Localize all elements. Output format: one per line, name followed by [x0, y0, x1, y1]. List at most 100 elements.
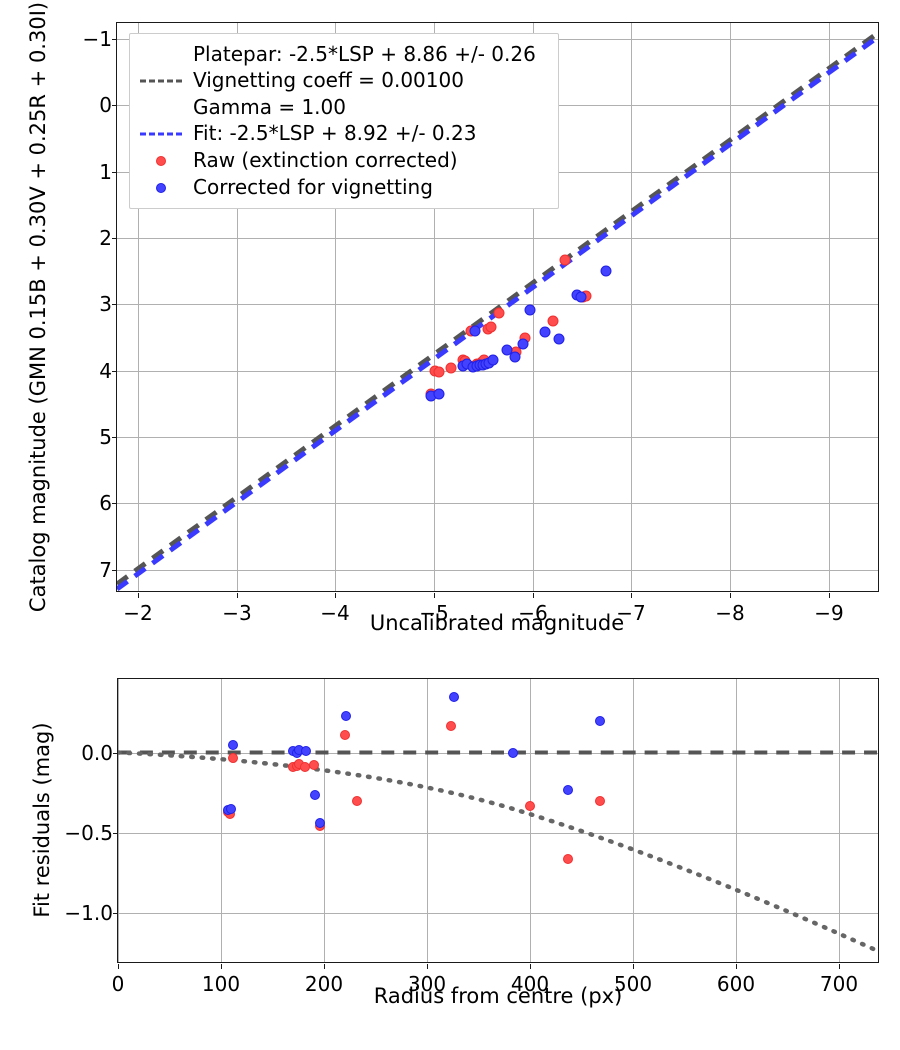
legend-label-fit: Fit: -2.5*LSP + 8.92 +/- 0.23: [193, 121, 477, 146]
top-yaxis-title: Catalog magnitude (GMN 0.15B + 0.30V + 0…: [26, 1, 50, 613]
gridline-horizontal: [117, 503, 878, 504]
ytick-label: 5: [99, 425, 112, 449]
gridline-horizontal: [117, 371, 878, 372]
data-point-raw: [547, 315, 559, 327]
xtick-mark: [530, 964, 532, 969]
data-point-corrected: [539, 326, 551, 338]
gridline-vertical: [427, 679, 428, 962]
xtick-label: 600: [716, 972, 756, 996]
top-plot-area: [117, 23, 878, 591]
gridline-vertical: [335, 23, 336, 591]
residual-point-raw: [340, 730, 350, 740]
xtick-label: 200: [304, 972, 344, 996]
red-dot-icon: [138, 151, 184, 171]
ytick-mark: [112, 570, 117, 572]
xtick-label: −6: [518, 601, 548, 625]
residual-point-corrected: [563, 785, 573, 795]
residual-point-corrected: [228, 740, 238, 750]
legend-entry-platepar: Platepar: -2.5*LSP + 8.86 +/- 0.26 Vigne…: [138, 41, 548, 120]
legend-label-raw: Raw (extinction corrected): [193, 148, 458, 173]
gridline-vertical: [434, 23, 435, 591]
data-point-corrected: [487, 354, 499, 366]
ytick-mark: [112, 172, 117, 174]
gridline-vertical: [631, 23, 632, 591]
residual-point-corrected: [301, 746, 311, 756]
data-point-raw: [433, 366, 445, 378]
ytick-mark: [113, 753, 118, 755]
photometric-calibration-plot: Platepar: -2.5*LSP + 8.86 +/- 0.26 Vigne…: [83, 22, 879, 623]
residual-point-corrected: [226, 804, 236, 814]
gridline-vertical: [633, 679, 634, 962]
ytick-label: 0.0: [81, 741, 113, 765]
gridline-vertical: [221, 679, 222, 962]
ytick-mark: [112, 437, 117, 439]
xtick-mark: [237, 593, 239, 598]
blue-dot-icon: [138, 178, 184, 198]
gridline-horizontal: [117, 238, 878, 239]
gridline-horizontal: [118, 913, 878, 914]
dashed-line-blue-icon: [138, 124, 184, 144]
residual-point-raw: [595, 796, 605, 806]
data-point-corrected: [509, 351, 521, 363]
gridline-horizontal: [117, 304, 878, 305]
xtick-mark: [533, 593, 535, 598]
data-point-raw: [485, 321, 497, 333]
top-plot-legend: Platepar: -2.5*LSP + 8.86 +/- 0.26 Vigne…: [129, 33, 559, 210]
residual-point-corrected: [341, 711, 351, 721]
ytick-label: −1: [82, 27, 112, 51]
xtick-label: −5: [419, 601, 449, 625]
gridline-horizontal: [118, 833, 878, 834]
xtick-mark: [221, 964, 223, 969]
data-point-corrected: [517, 338, 529, 350]
residual-point-corrected: [595, 716, 605, 726]
bottom-xaxis-title: Radius from centre (px): [373, 984, 623, 1008]
ytick-mark: [112, 238, 117, 240]
gridline-vertical: [118, 679, 119, 962]
xtick-label: 100: [201, 972, 241, 996]
data-point-corrected: [600, 265, 612, 277]
ytick-label: 0: [99, 93, 112, 117]
xtick-mark: [730, 593, 732, 598]
ytick-label: 7: [99, 558, 112, 582]
ytick-mark: [112, 39, 117, 41]
xtick-label: −2: [123, 601, 153, 625]
ytick-mark: [113, 913, 118, 915]
xtick-mark: [631, 593, 633, 598]
xtick-label: −4: [320, 601, 350, 625]
xtick-mark: [736, 964, 738, 969]
gridline-horizontal: [117, 570, 878, 571]
xtick-mark: [324, 964, 326, 969]
legend-entry-corrected: Corrected for vignetting: [138, 174, 548, 201]
gridline-vertical: [530, 679, 531, 962]
residual-point-raw: [525, 801, 535, 811]
gridline-horizontal: [117, 437, 878, 438]
data-point-corrected: [575, 291, 587, 303]
legend-label-platepar: Platepar: -2.5*LSP + 8.86 +/- 0.26 Vigne…: [193, 42, 536, 119]
ytick-label: −0.5: [64, 821, 113, 845]
xtick-label: −9: [814, 601, 844, 625]
fit-residuals-plot: 0 100 200 300 400 500 600 700 0.0 −0.5 −…: [64, 678, 879, 994]
ytick-label: −1.0: [64, 901, 113, 925]
data-point-corrected: [524, 304, 536, 316]
xtick-mark: [434, 593, 436, 598]
xtick-label: 700: [819, 972, 859, 996]
gridline-vertical: [138, 23, 139, 591]
xtick-label: −8: [715, 601, 745, 625]
residual-point-corrected: [310, 790, 320, 800]
data-point-corrected: [433, 388, 445, 400]
xtick-mark: [633, 964, 635, 969]
xtick-label: 400: [510, 972, 550, 996]
gridline-vertical: [730, 23, 731, 591]
residual-point-corrected: [315, 818, 325, 828]
data-point-corrected: [501, 344, 513, 356]
xtick-label: 300: [407, 972, 447, 996]
data-point-corrected: [469, 325, 481, 337]
xtick-label: −7: [616, 601, 646, 625]
legend-entry-fit: Fit: -2.5*LSP + 8.92 +/- 0.23: [138, 120, 548, 147]
ytick-label: 6: [99, 491, 112, 515]
top-xaxis-title: Uncalibrated magnitude: [369, 611, 625, 635]
residual-point-raw: [228, 753, 238, 763]
ytick-label: 1: [99, 160, 112, 184]
residual-point-corrected: [508, 748, 518, 758]
xtick-label: 500: [613, 972, 653, 996]
